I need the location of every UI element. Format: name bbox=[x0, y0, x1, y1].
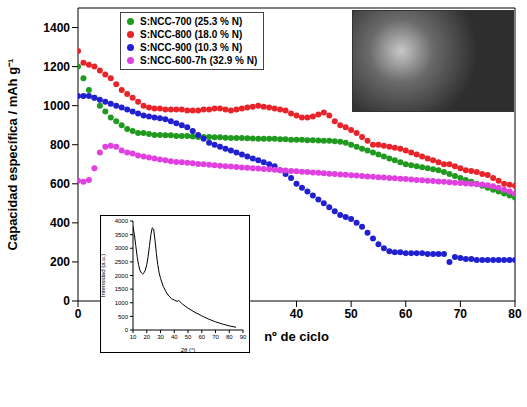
svg-text:0: 0 bbox=[75, 307, 82, 321]
html-text:S:NCC-700 (25.3 % N): S:NCC-700 (25.3 % N) bbox=[140, 16, 243, 27]
svg-text:0: 0 bbox=[125, 327, 129, 333]
svg-text:1000: 1000 bbox=[115, 300, 129, 306]
svg-text:30: 30 bbox=[157, 334, 164, 340]
svg-text:Capacidad específica / mAh g⁻¹: Capacidad específica / mAh g⁻¹ bbox=[5, 59, 20, 251]
svg-text:60: 60 bbox=[399, 307, 413, 321]
svg-text:3500: 3500 bbox=[115, 232, 129, 238]
svg-text:400: 400 bbox=[50, 216, 70, 230]
svg-text:500: 500 bbox=[118, 314, 129, 320]
svg-text:90: 90 bbox=[240, 334, 247, 340]
svg-text:1000: 1000 bbox=[43, 99, 70, 113]
svg-text:2500: 2500 bbox=[115, 259, 129, 265]
svg-text:70: 70 bbox=[212, 334, 219, 340]
svg-text:nº de ciclo: nº de ciclo bbox=[264, 329, 329, 344]
html-text:S:NCC-800 (18.0 % N): S:NCC-800 (18.0 % N) bbox=[140, 29, 243, 40]
svg-text:40: 40 bbox=[171, 334, 178, 340]
svg-text:1500: 1500 bbox=[115, 286, 129, 292]
svg-text:1200: 1200 bbox=[43, 60, 70, 74]
html-text:S:NCC-900 (10.3 % N): S:NCC-900 (10.3 % N) bbox=[140, 42, 243, 53]
svg-text:0: 0 bbox=[63, 294, 70, 308]
svg-text:3000: 3000 bbox=[115, 245, 129, 251]
svg-text:800: 800 bbox=[50, 138, 70, 152]
svg-text:20: 20 bbox=[143, 334, 150, 340]
svg-text:10: 10 bbox=[130, 334, 137, 340]
svg-text:600: 600 bbox=[50, 177, 70, 191]
html-text:S:NCC-600-7h (32.9 % N): S:NCC-600-7h (32.9 % N) bbox=[140, 55, 258, 66]
svg-text:4000: 4000 bbox=[115, 218, 129, 224]
svg-text:Intensidad (a.u.): Intensidad (a.u.) bbox=[101, 254, 106, 297]
svg-text:80: 80 bbox=[226, 334, 233, 340]
svg-text:80: 80 bbox=[508, 307, 522, 321]
svg-text:70: 70 bbox=[454, 307, 468, 321]
svg-text:60: 60 bbox=[198, 334, 205, 340]
svg-text:2θ (°): 2θ (°) bbox=[181, 347, 196, 352]
svg-text:40: 40 bbox=[290, 307, 304, 321]
svg-text:2000: 2000 bbox=[115, 273, 129, 279]
svg-text:200: 200 bbox=[50, 255, 70, 269]
svg-text:50: 50 bbox=[185, 334, 192, 340]
svg-text:1400: 1400 bbox=[43, 21, 70, 35]
svg-text:50: 50 bbox=[344, 307, 358, 321]
